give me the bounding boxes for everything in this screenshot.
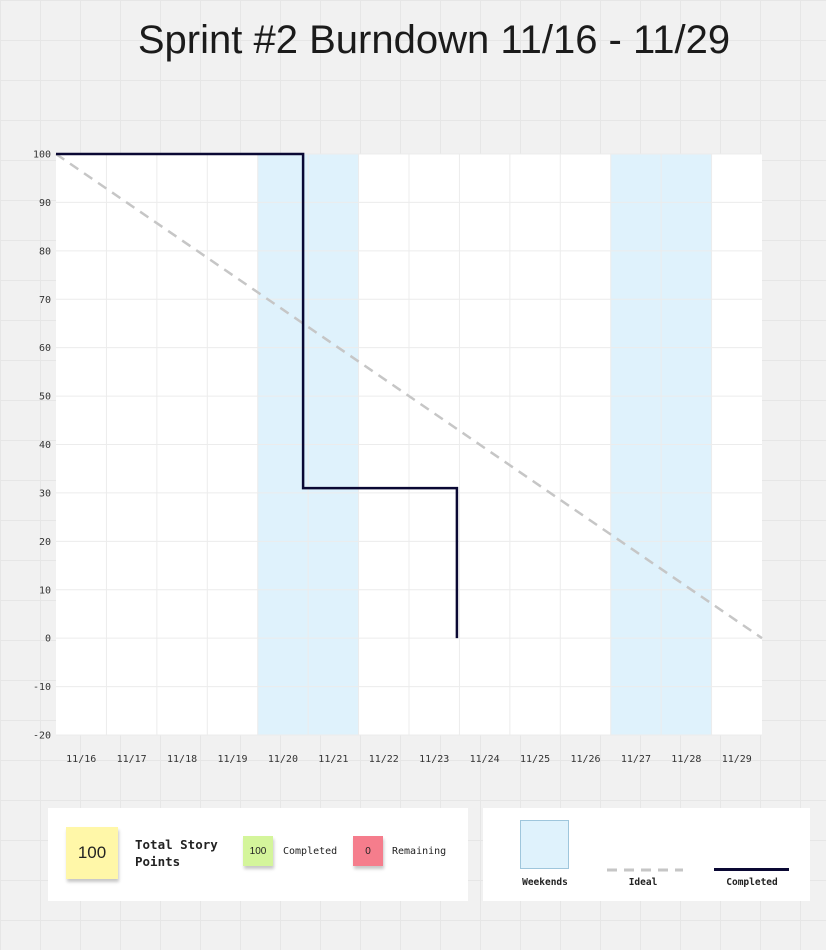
y-tick-label: 30 <box>39 488 51 499</box>
remaining-points-note: 0 <box>353 836 383 866</box>
completed-points-label: Completed <box>283 846 338 857</box>
legend-ideal-swatch <box>607 868 683 872</box>
series-lines <box>55 152 763 640</box>
y-tick-label: 50 <box>39 392 51 403</box>
total-points-note: 100 <box>66 827 118 879</box>
legend-ideal-label: Ideal <box>628 877 658 888</box>
completed-points-note: 100 <box>243 836 273 866</box>
y-tick-label: 100 <box>33 150 51 161</box>
legend-weekends-label: Weekends <box>522 877 568 888</box>
y-tick-label: 10 <box>39 585 51 596</box>
total-points-label: Total Story Points <box>135 837 218 869</box>
y-tick-label: 60 <box>39 343 51 354</box>
x-tick-label: 11/24 <box>470 754 500 765</box>
legend-panel: Weekends Ideal Completed <box>483 808 810 901</box>
x-tick-label: 11/16 <box>66 754 96 765</box>
y-tick-label: 80 <box>39 246 51 257</box>
x-tick-label: 11/20 <box>268 754 298 765</box>
summary-panel: 100 Total Story Points 100 Completed 0 R… <box>48 808 468 901</box>
x-tick-label: 11/28 <box>671 754 701 765</box>
chart-title: Sprint #2 Burndown 11/16 - 11/29 <box>137 18 731 62</box>
series-ideal-line <box>55 152 763 640</box>
x-tick-label: 11/17 <box>117 754 147 765</box>
x-tick-label: 11/26 <box>570 754 600 765</box>
x-tick-label: 11/19 <box>217 754 247 765</box>
y-tick-label: -20 <box>33 731 51 742</box>
y-tick-label: 40 <box>39 440 51 451</box>
y-tick-label: 90 <box>39 198 51 209</box>
legend-completed-label: Completed <box>726 877 778 888</box>
y-tick-label: 70 <box>39 295 51 306</box>
x-tick-label: 11/27 <box>621 754 651 765</box>
y-tick-label: -10 <box>33 682 51 693</box>
x-axis-tick-labels: 11/16 11/17 11/18 11/19 11/20 11/21 11/22 11/23… <box>66 754 752 765</box>
x-tick-label: 11/23 <box>419 754 449 765</box>
legend-completed-swatch <box>714 868 789 871</box>
x-tick-label: 11/25 <box>520 754 550 765</box>
x-tick-label: 11/18 <box>167 754 197 765</box>
x-tick-label: 11/29 <box>722 754 752 765</box>
legend-weekends-swatch <box>520 820 569 869</box>
remaining-points-label: Remaining <box>392 846 447 857</box>
y-tick-label: 20 <box>39 537 51 548</box>
x-tick-label: 11/21 <box>318 754 348 765</box>
series-completed-line <box>56 152 459 639</box>
y-tick-label: 0 <box>45 634 51 645</box>
x-tick-label: 11/22 <box>369 754 399 765</box>
